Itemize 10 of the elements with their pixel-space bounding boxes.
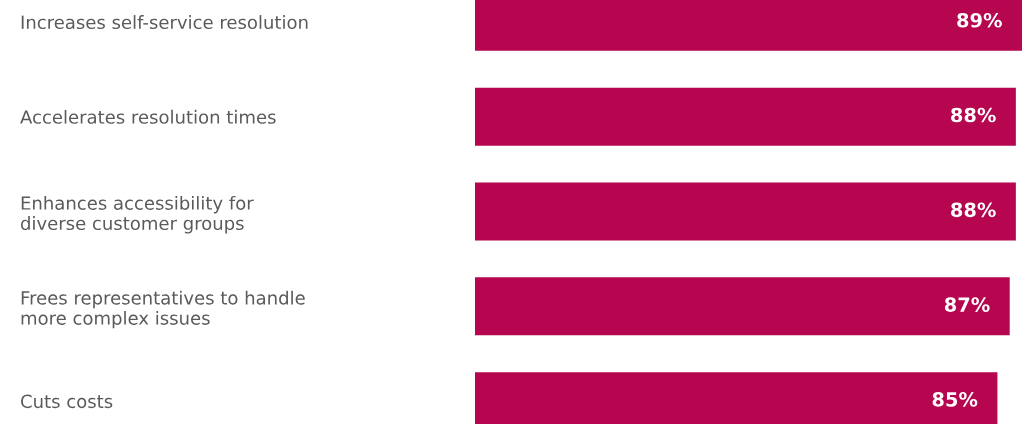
- data-label: 87%: [944, 297, 990, 312]
- data-label: 85%: [932, 391, 978, 407]
- y-tick-label: Cuts costs: [21, 394, 113, 409]
- data-label: 88%: [951, 202, 996, 218]
- y-tick-label: Frees representatives to handle more complex issues: [21, 290, 305, 329]
- data-label: 89%: [957, 12, 1002, 28]
- data-label: 88%: [951, 107, 996, 123]
- y-tick-label: Accelerates resolution times: [20, 109, 276, 124]
- y-tick-label: Enhances accessibility for diverse customer groups: [21, 195, 254, 234]
- y-tick-label: Increases self-service resolution: [21, 15, 308, 30]
